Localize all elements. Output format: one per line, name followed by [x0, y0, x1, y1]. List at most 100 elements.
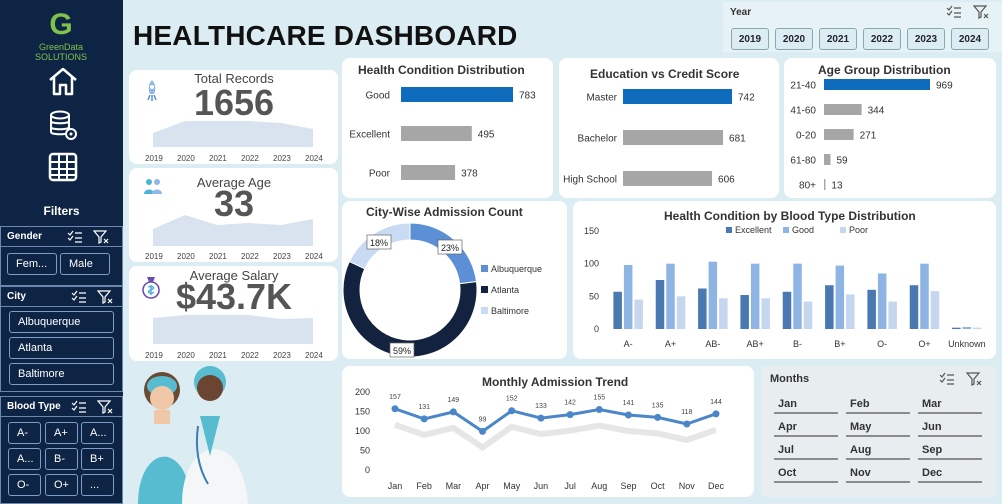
city-option-atlanta[interactable]: Atlanta	[9, 337, 114, 359]
kpi-average-salary-card: Average Salary $43.7K 2019 2020 2021 202…	[129, 266, 338, 361]
blood-option[interactable]: A-	[8, 422, 41, 444]
chart-title: City-Wise Admission Count	[366, 205, 523, 219]
data-label: 59	[836, 156, 848, 167]
donut-slice	[342, 260, 478, 358]
rocket-icon	[147, 80, 157, 101]
year-tick: 2024	[305, 351, 323, 360]
database-settings-icon[interactable]	[46, 108, 80, 142]
month-option[interactable]: Aug	[846, 443, 910, 460]
bar	[613, 291, 622, 329]
y-tick-label: 200	[355, 387, 370, 397]
year-option[interactable]: 2021	[819, 28, 857, 50]
month-option[interactable]: Oct	[774, 466, 838, 483]
blood-option[interactable]: ...	[81, 474, 114, 496]
blood-option[interactable]: A...	[81, 422, 114, 444]
month-option[interactable]: Jul	[774, 443, 838, 460]
year-tick: 2020	[177, 351, 195, 360]
year-option[interactable]: 2019	[731, 28, 769, 50]
logo-line1: GreenData	[38, 42, 84, 52]
company-logo: G GreenData SOLUTIONS	[28, 8, 94, 64]
month-option[interactable]: Jan	[774, 397, 838, 414]
year-tick: 2020	[177, 252, 195, 261]
bar	[623, 130, 724, 145]
category-label: Master	[586, 93, 617, 104]
blood-option[interactable]: A+	[45, 422, 78, 444]
clear-filter-icon[interactable]	[97, 290, 113, 304]
kpi-age-value: 33	[213, 183, 255, 224]
data-label: 152	[506, 396, 518, 403]
blood-type-card: Health Condition by Blood Type Distribut…	[573, 201, 996, 359]
bar	[877, 273, 887, 329]
gender-option-female[interactable]: Fem...	[7, 253, 57, 275]
clear-filter-icon[interactable]	[93, 230, 109, 244]
data-label: 18%	[370, 238, 388, 248]
year-tick: 2019	[145, 252, 163, 261]
clear-filter-icon[interactable]	[966, 372, 982, 386]
gender-option-male[interactable]: Male	[60, 253, 110, 275]
bar	[708, 261, 718, 329]
month-option[interactable]: Jun	[918, 420, 982, 437]
city-admission-donut: 23% 59% 18% Albuquerque Atlanta Baltimore	[342, 222, 542, 358]
data-label: 99	[479, 416, 487, 423]
x-tick-label: May	[503, 481, 521, 491]
y-tick-label: 100	[355, 426, 370, 436]
clear-filter-icon[interactable]	[97, 400, 113, 414]
month-option[interactable]: Feb	[846, 397, 910, 414]
data-label: 149	[448, 397, 460, 404]
data-label: 742	[738, 93, 755, 104]
data-label-box	[366, 234, 392, 250]
year-option[interactable]: 2020	[775, 28, 813, 50]
multi-select-icon[interactable]	[71, 400, 87, 414]
bar	[803, 301, 813, 329]
data-label: 13	[831, 181, 843, 192]
year-tick: 2019	[145, 154, 163, 163]
month-option[interactable]: Dec	[918, 466, 982, 483]
month-option[interactable]: Mar	[918, 397, 982, 414]
category-label: Poor	[369, 169, 391, 180]
bar	[846, 294, 855, 329]
city-option-baltimore[interactable]: Baltimore	[9, 363, 114, 385]
category-label: 0-20	[796, 131, 816, 142]
line-shadow	[394, 421, 717, 452]
clear-filter-icon[interactable]	[973, 5, 989, 19]
bar	[824, 79, 930, 90]
data-point	[712, 410, 720, 418]
bar	[623, 89, 732, 104]
year-option[interactable]: 2023	[907, 28, 945, 50]
table-icon[interactable]	[46, 150, 80, 184]
blood-option[interactable]: B-	[45, 448, 78, 470]
blood-option[interactable]: O-	[8, 474, 41, 496]
monthly-trend-chart: 200 150 100 50 0 157 Jan 131 Feb 149 Mar 99 Apr 152 Ma…	[355, 387, 725, 491]
records-sparkline	[153, 121, 313, 147]
month-option[interactable]: May	[846, 420, 910, 437]
x-tick-label: Apr	[476, 481, 490, 491]
months-slicer-label: Months	[770, 373, 810, 385]
data-label: 157	[389, 394, 401, 401]
multi-select-icon[interactable]	[71, 290, 87, 304]
x-tick-label: B-	[793, 339, 802, 349]
home-icon[interactable]	[46, 64, 80, 98]
y-tick-label: 150	[584, 226, 599, 236]
year-option[interactable]: 2022	[863, 28, 901, 50]
multi-select-icon[interactable]	[67, 230, 83, 244]
bar	[824, 129, 854, 140]
blood-option[interactable]: O+	[45, 474, 78, 496]
city-option-albuquerque[interactable]: Albuquerque	[9, 311, 114, 333]
data-label: 783	[519, 91, 536, 102]
year-option[interactable]: 2024	[951, 28, 989, 50]
data-point	[595, 406, 603, 414]
data-point	[654, 413, 662, 421]
bar	[401, 126, 472, 141]
month-option[interactable]: Sep	[918, 443, 982, 460]
year-tick: 2021	[209, 252, 227, 261]
blood-option[interactable]: B+	[81, 448, 114, 470]
blood-option[interactable]: A...	[8, 448, 41, 470]
year-slicer-label: Year	[730, 7, 752, 18]
multi-select-icon[interactable]	[946, 5, 962, 19]
month-option[interactable]: Nov	[846, 466, 910, 483]
multi-select-icon[interactable]	[939, 372, 955, 386]
bar	[750, 263, 760, 329]
month-option[interactable]: Apr	[774, 420, 838, 437]
data-label: 344	[868, 106, 885, 117]
year-tick: 2024	[305, 252, 323, 261]
